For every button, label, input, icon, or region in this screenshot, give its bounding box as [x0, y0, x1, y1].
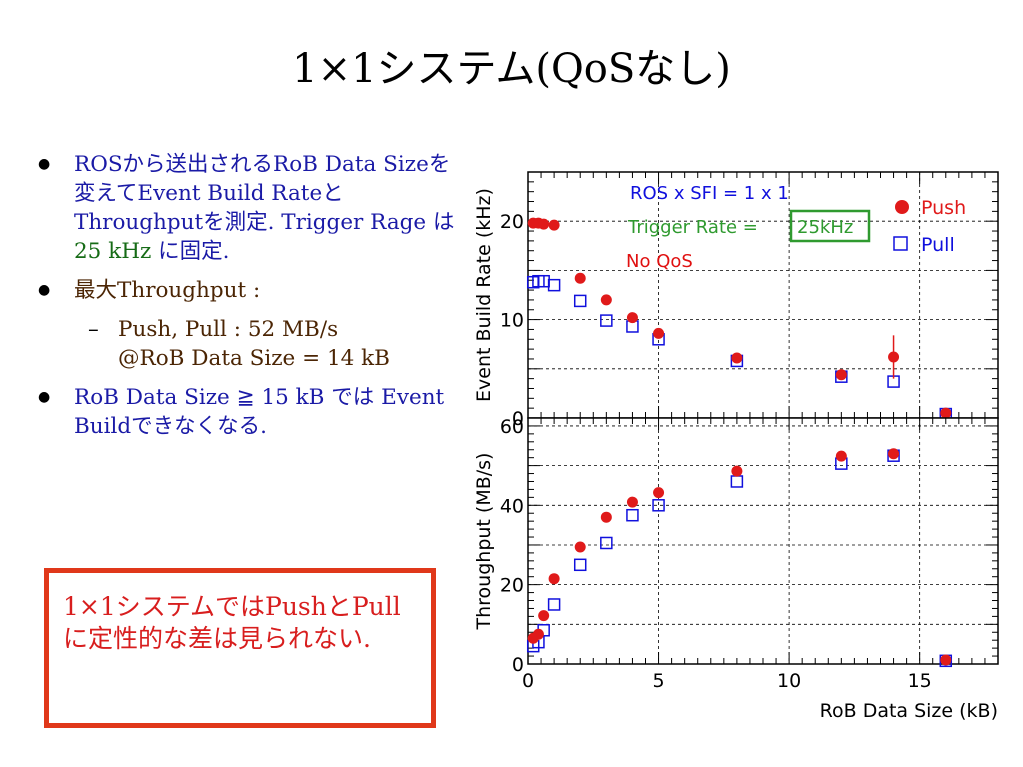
annotation-ros-sfi: ROS x SFI = 1 x 1: [630, 183, 789, 204]
y-tick-label: 0: [512, 408, 524, 430]
bullet-text: Trigger Rage は: [281, 210, 455, 235]
annotation-no-qos: No QoS: [626, 251, 693, 272]
y-tick-label: 20: [500, 211, 524, 233]
bullet-item: ● RoB Data Size ≧ 15 kB では Event Buildでき…: [38, 383, 458, 441]
y-tick-label: 0: [512, 654, 524, 676]
data-point-push: [653, 487, 665, 499]
x-tick-label: 5: [653, 670, 665, 692]
data-point-pull: [600, 536, 613, 550]
trigger-rate-box: [789, 209, 871, 243]
data-point-push: [888, 351, 900, 363]
y-tick-label: 40: [500, 495, 524, 517]
sub-bullet-dash: –: [88, 317, 99, 342]
y-tick-label: 20: [500, 575, 524, 597]
data-point-push: [940, 407, 952, 419]
bullet-text: 最大: [74, 278, 118, 303]
x-tick-label: 10: [777, 670, 801, 692]
data-point-pull: [573, 294, 587, 308]
data-point-push: [600, 294, 612, 306]
data-point-push: [888, 448, 900, 460]
data-point-push: [835, 450, 847, 462]
annotation-trigger-value: 25kHz: [797, 217, 853, 238]
data-point-pull: [652, 499, 665, 512]
bullet-dot: ●: [38, 156, 51, 172]
sub-bullet-text: Push, Pull : 52 MB/s: [118, 317, 339, 342]
slide-title: 1×1システム(QoSなし): [292, 46, 731, 92]
x-tick-label: 15: [908, 670, 932, 692]
data-point-pull: [626, 508, 639, 522]
y-axis-label: Throughput (MB/s): [473, 453, 495, 631]
data-point-push: [835, 369, 847, 381]
data-point-push: [731, 352, 743, 364]
data-point-push: [653, 327, 665, 339]
data-point-pull: [573, 558, 587, 572]
data-point-push: [574, 541, 586, 553]
data-point-push: [538, 610, 550, 622]
y-tick-label: 60: [500, 416, 524, 438]
legend-label-pull: Pull: [921, 234, 955, 256]
data-point-push: [532, 628, 544, 640]
data-point-push: [940, 654, 952, 666]
data-point-push: [626, 496, 638, 508]
data-point-pull: [547, 598, 561, 611]
legend-marker-pull: [893, 236, 908, 251]
bullet-list: ● ROSから送出されるRoB Data Sizeを変えてEvent Build…: [38, 150, 458, 451]
bullet-dot: ●: [38, 282, 51, 298]
conclusion-box: 1×1システムではPushとPullに定性的な差は見られない.: [44, 568, 436, 728]
data-point-push: [548, 219, 560, 231]
bullet-item: ● 最大Throughput :: [38, 276, 458, 305]
data-point-pull: [600, 314, 613, 327]
data-point-push: [574, 272, 586, 284]
data-point-push: [548, 573, 560, 585]
bullet-text: Throughput :: [117, 278, 261, 303]
bullet-dot: ●: [38, 389, 51, 405]
x-tick-label: 0: [522, 670, 534, 692]
sub-bullet-item: – Push, Pull : 52 MB/s @RoB Data Size = …: [38, 315, 458, 373]
bullet-text: に固定.: [158, 239, 230, 264]
data-point-push: [600, 511, 612, 523]
conclusion-text: 1×1システムではPushとPullに定性的な差は見られない.: [63, 592, 401, 653]
x-axis-label: RoB Data Size (kB): [820, 700, 998, 722]
bullet-text: RoB Data Size ≧ 15 kB では Event Buildできなく…: [74, 385, 445, 439]
bullet-text: ROSから送出されるRoB Data Sizeを変えてEvent Build R…: [74, 152, 451, 235]
data-point-push: [538, 218, 550, 230]
legend-marker-push: [895, 200, 909, 214]
bullet-item: ● ROSから送出されるRoB Data Sizeを変えてEvent Build…: [38, 150, 458, 266]
legend-label-push: Push: [921, 197, 966, 219]
plot-frame: [527, 417, 999, 665]
trigger-rate-value: 25 kHz: [74, 239, 152, 264]
y-axis-label: Event Build Rate (kHz): [473, 188, 495, 402]
annotation-trigger-rate: Trigger Rate =: [627, 217, 758, 238]
data-point-push: [626, 312, 638, 324]
sub-bullet-text: @RoB Data Size = 14 kB: [118, 346, 390, 371]
data-point-push: [731, 465, 743, 477]
data-point-pull: [547, 278, 561, 292]
y-tick-label: 10: [500, 310, 524, 332]
